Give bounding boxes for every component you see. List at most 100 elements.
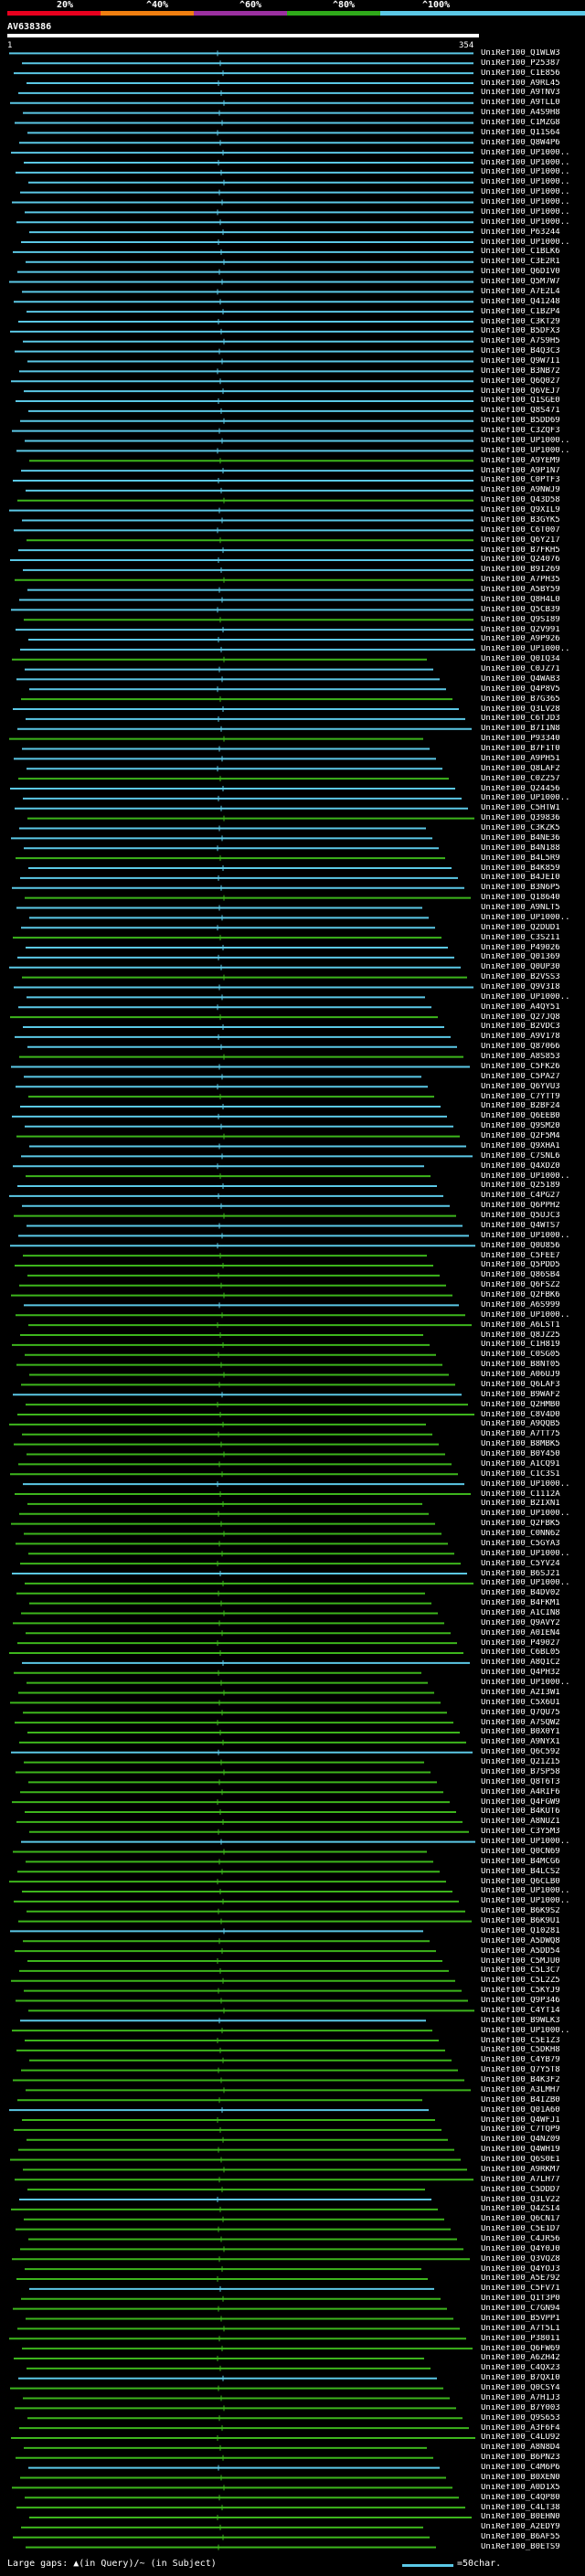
hit-label[interactable]: UniRef100_C5YV24	[481, 1559, 560, 1568]
hit-label[interactable]: UniRef100_C3S211	[481, 933, 560, 942]
hit-label[interactable]: UniRef100_C6TJD3	[481, 715, 560, 724]
hit-label[interactable]: UniRef100_C3KZK5	[481, 824, 560, 833]
hit-label[interactable]: UniRef100_Q18640	[481, 894, 560, 903]
hit-label[interactable]: UniRef100_A7PH35	[481, 576, 560, 585]
hit-label[interactable]: UniRef100_C3E2R1	[481, 258, 560, 267]
hit-label[interactable]: UniRef100_Q0U856	[481, 1241, 560, 1250]
hit-label[interactable]: UniRef100_A5DWQ8	[481, 1936, 560, 1945]
hit-label[interactable]: UniRef100_A7S9H5	[481, 337, 560, 346]
hit-label[interactable]: UniRef100_C3ZQF3	[481, 427, 560, 436]
hit-label[interactable]: UniRef100_C4QP80	[481, 2493, 560, 2502]
hit-label[interactable]: UniRef100_Q4NZ09	[481, 2136, 560, 2145]
hit-label[interactable]: UniRef100_B7QXI0	[481, 2374, 560, 2383]
hit-label[interactable]: UniRef100_Q87066	[481, 1043, 560, 1052]
hit-label[interactable]: UniRef100_B0ETS9	[481, 2543, 560, 2552]
hit-label[interactable]: UniRef100_A0IEN4	[481, 1628, 560, 1638]
hit-label[interactable]: UniRef100_A8Q1C2	[481, 1659, 560, 1668]
hit-label[interactable]: UniRef100_C5L2Z5	[481, 1977, 560, 1986]
hit-label[interactable]: UniRef100_UP1000..	[481, 217, 570, 227]
hit-label[interactable]: UniRef100_B7G365	[481, 694, 560, 704]
hit-label[interactable]: UniRef100_A3LMH7	[481, 2085, 560, 2094]
hit-label[interactable]: UniRef100_Q9SM20	[481, 1122, 560, 1131]
hit-label[interactable]: UniRef100_Q4YOJ3	[481, 2264, 560, 2274]
hit-label[interactable]: UniRef100_A9QQB5	[481, 1420, 560, 1429]
hit-label[interactable]: UniRef100_UP1000..	[481, 148, 570, 157]
hit-label[interactable]: UniRef100_Q7Y5T8	[481, 2066, 560, 2075]
hit-label[interactable]: UniRef100_A9NLT5	[481, 904, 560, 913]
hit-label[interactable]: UniRef100_UP1000..	[481, 1310, 570, 1320]
hit-label[interactable]: UniRef100_Q4WFJ1	[481, 2115, 560, 2125]
hit-label[interactable]: UniRef100_Q7QU75	[481, 1708, 560, 1717]
hit-label[interactable]: UniRef100_B4IZB0	[481, 2095, 560, 2104]
hit-label[interactable]: UniRef100_Q6S0E1	[481, 2156, 560, 2165]
hit-label[interactable]: UniRef100_B4JEI0	[481, 874, 560, 883]
hit-label[interactable]: UniRef100_C5DKH8	[481, 2046, 560, 2055]
hit-label[interactable]: UniRef100_A1CQ91	[481, 1459, 560, 1468]
hit-label[interactable]: UniRef100_P93340	[481, 735, 560, 744]
hit-label[interactable]: UniRef100_Q24076	[481, 556, 560, 565]
hit-label[interactable]: UniRef100_A9NYX1	[481, 1738, 560, 1747]
hit-label[interactable]: UniRef100_B4K3F2	[481, 2076, 560, 2085]
hit-label[interactable]: UniRef100_Q43D58	[481, 496, 560, 505]
hit-label[interactable]: UniRef100_P49026	[481, 943, 560, 952]
hit-label[interactable]: UniRef100_A5BY59	[481, 586, 560, 595]
hit-label[interactable]: UniRef100_Q6Q027	[481, 376, 560, 386]
hit-label[interactable]: UniRef100_A4S9H8	[481, 109, 560, 118]
hit-label[interactable]: UniRef100_C4M6P6	[481, 2464, 560, 2473]
hit-label[interactable]: UniRef100_A9TNV3	[481, 89, 560, 98]
hit-label[interactable]: UniRef100_Q9P346	[481, 1997, 560, 2006]
hit-label[interactable]: UniRef100_B9WLK3	[481, 2016, 560, 2025]
hit-label[interactable]: UniRef100_UP1000..	[481, 992, 570, 1002]
hit-label[interactable]: UniRef100_C5KYJ9	[481, 1987, 560, 1996]
hit-label[interactable]: UniRef100_UP1000..	[481, 1679, 570, 1688]
hit-label[interactable]: UniRef100_C1BLK6	[481, 248, 560, 257]
hit-label[interactable]: UniRef100_C3Y5M3	[481, 1828, 560, 1837]
hit-label[interactable]: UniRef100_C0PTF3	[481, 476, 560, 485]
hit-label[interactable]: UniRef100_Q5CB39	[481, 605, 560, 614]
hit-label[interactable]: UniRef100_UP1000..	[481, 1897, 570, 1906]
hit-label[interactable]: UniRef100_Q11S64	[481, 128, 560, 137]
hit-label[interactable]: UniRef100_C5HTW1	[481, 804, 560, 813]
hit-label[interactable]: UniRef100_C5L3C7	[481, 1966, 560, 1976]
hit-label[interactable]: UniRef100_Q2FBK6	[481, 1291, 560, 1300]
hit-label[interactable]: UniRef100_UP1000..	[481, 645, 570, 654]
hit-label[interactable]: UniRef100_UP1000..	[481, 158, 570, 167]
hit-label[interactable]: UniRef100_UP1000..	[481, 1510, 570, 1519]
hit-label[interactable]: UniRef100_A9YEM9	[481, 456, 560, 465]
hit-label[interactable]: UniRef100_C4YT14	[481, 2006, 560, 2015]
hit-label[interactable]: UniRef100_B4LCS2	[481, 1867, 560, 1876]
hit-label[interactable]: UniRef100_B5VPP1	[481, 2314, 560, 2323]
hit-label[interactable]: UniRef100_A9NWJ9	[481, 486, 560, 495]
hit-label[interactable]: UniRef100_B4KUT6	[481, 1807, 560, 1817]
hit-label[interactable]: UniRef100_Q6DIV0	[481, 268, 560, 277]
hit-label[interactable]: UniRef100_C4LT38	[481, 2503, 560, 2512]
hit-label[interactable]: UniRef100_Q5M7W7	[481, 278, 560, 287]
hit-label[interactable]: UniRef100_UP1000..	[481, 168, 570, 177]
hit-label[interactable]: UniRef100_Q6FSZ2	[481, 1281, 560, 1290]
hit-label[interactable]: UniRef100_A9RL45	[481, 79, 560, 88]
hit-label[interactable]: UniRef100_A9V178	[481, 1033, 560, 1042]
hit-label[interactable]: UniRef100_Q1WLW3	[481, 48, 560, 58]
hit-label[interactable]: UniRef100_B5DD69	[481, 417, 560, 426]
hit-label[interactable]: UniRef100_A8S853	[481, 1053, 560, 1062]
hit-label[interactable]: UniRef100_UP1000..	[481, 1838, 570, 1847]
hit-label[interactable]: UniRef100_UP1000..	[481, 1579, 570, 1588]
hit-label[interactable]: UniRef100_Q4P8V5	[481, 684, 560, 694]
hit-label[interactable]: UniRef100_C6BL05	[481, 1648, 560, 1658]
hit-label[interactable]: UniRef100_B6AF55	[481, 2533, 560, 2542]
hit-label[interactable]: UniRef100_A7T5L1	[481, 2324, 560, 2333]
hit-label[interactable]: UniRef100_Q9AVY2	[481, 1618, 560, 1627]
hit-label[interactable]: UniRef100_B0X0Y1	[481, 1728, 560, 1737]
hit-label[interactable]: UniRef100_A8NUZ1	[481, 1818, 560, 1827]
hit-label[interactable]: UniRef100_UP1000..	[481, 1171, 570, 1181]
hit-label[interactable]: UniRef100_A6LST1	[481, 1320, 560, 1330]
hit-label[interactable]: UniRef100_Q9V3I8	[481, 983, 560, 991]
hit-label[interactable]: UniRef100_A9RKM7	[481, 2165, 560, 2174]
hit-label[interactable]: UniRef100_Q21Z15	[481, 1758, 560, 1767]
hit-label[interactable]: UniRef100_Q4XDZ0	[481, 1161, 560, 1171]
hit-label[interactable]: UniRef100_B2VDC3	[481, 1023, 560, 1032]
hit-label[interactable]: UniRef100_Q8LAF2	[481, 764, 560, 773]
hit-label[interactable]: UniRef100_P63244	[481, 228, 560, 237]
hit-label[interactable]: UniRef100_C3KT29	[481, 317, 560, 326]
hit-label[interactable]: UniRef100_B4N188	[481, 843, 560, 853]
